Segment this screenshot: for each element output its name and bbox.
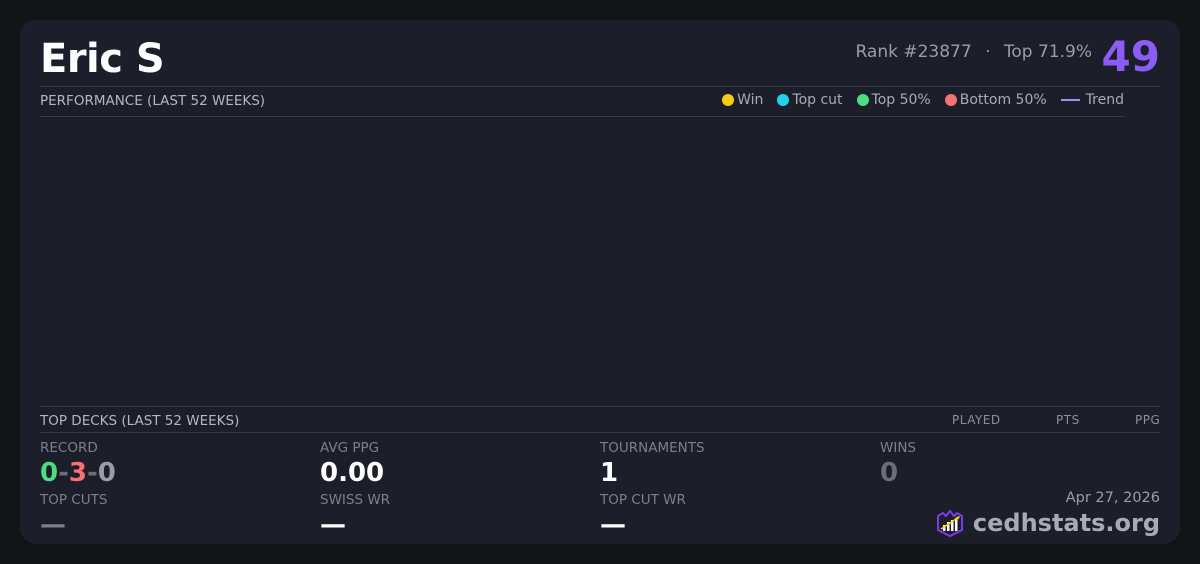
divider bbox=[40, 432, 1160, 433]
record-sep: - bbox=[58, 458, 69, 488]
top-decks-title: TOP DECKS (LAST 52 WEEKS) bbox=[40, 413, 240, 429]
legend-label: Top cut bbox=[792, 92, 843, 108]
top-50-dot-icon bbox=[856, 94, 869, 106]
rank-info: Rank #23877 · Top 71.9% bbox=[855, 42, 1092, 62]
bottom-50-dot-icon bbox=[944, 94, 957, 106]
cedhstats-logo-icon bbox=[936, 509, 963, 538]
divider bbox=[40, 86, 1160, 87]
legend-bottom-50: Bottom 50% bbox=[944, 92, 1047, 108]
swiss-wr-label: SWISS WR bbox=[320, 492, 391, 508]
player-score: 49 bbox=[1101, 32, 1160, 81]
performance-chart-area bbox=[40, 117, 1125, 405]
rank: Rank #23877 bbox=[855, 42, 972, 62]
top-cut-dot-icon bbox=[777, 94, 790, 106]
legend-label: Win bbox=[737, 92, 764, 108]
divider bbox=[40, 116, 1125, 117]
date: Apr 27, 2026 bbox=[1065, 490, 1160, 506]
record-losses: 3 bbox=[68, 458, 87, 488]
legend-label: Top 50% bbox=[871, 92, 931, 108]
top-percent: Top 71.9% bbox=[1003, 42, 1092, 62]
top-cut-wr-label: TOP CUT WR bbox=[600, 492, 686, 508]
separator: · bbox=[985, 42, 991, 62]
player-card: Eric S Rank #23877 · Top 71.9% 49 PERFOR… bbox=[20, 20, 1180, 544]
record-wins: 0 bbox=[40, 458, 59, 488]
tournaments-value: 1 bbox=[600, 458, 619, 488]
swiss-wr-value: — bbox=[320, 510, 346, 540]
top-cuts-value: — bbox=[40, 510, 66, 540]
brand-name: cedhstats.org bbox=[972, 509, 1160, 537]
avg-ppg-label: AVG PPG bbox=[320, 440, 380, 456]
record-draws: 0 bbox=[97, 458, 116, 488]
column-ppg: PPG bbox=[1135, 413, 1161, 427]
wins-value: 0 bbox=[880, 458, 899, 488]
performance-title: PERFORMANCE (LAST 52 WEEKS) bbox=[40, 93, 266, 109]
top-cut-wr-value: — bbox=[600, 510, 626, 540]
top-cuts-label: TOP CUTS bbox=[40, 492, 108, 508]
win-dot-icon bbox=[722, 94, 735, 106]
wins-label: WINS bbox=[880, 440, 916, 456]
player-name: Eric S bbox=[40, 36, 165, 82]
legend-label: Bottom 50% bbox=[959, 92, 1047, 108]
trend-line-icon bbox=[1060, 99, 1080, 101]
record-sep: - bbox=[86, 458, 98, 488]
column-played: PLAYED bbox=[952, 413, 1001, 427]
legend-top-cut: Top cut bbox=[777, 92, 843, 108]
record-label: RECORD bbox=[40, 440, 98, 456]
chart-legend: Win Top cut Top 50% Bottom 50% Trend bbox=[722, 92, 1124, 108]
tournaments-label: TOURNAMENTS bbox=[600, 440, 705, 456]
brand: cedhstats.org bbox=[935, 508, 1160, 538]
record-value: 0-3-0 bbox=[40, 458, 116, 488]
divider bbox=[40, 406, 1160, 407]
legend-win: Win bbox=[722, 92, 763, 108]
legend-trend: Trend bbox=[1060, 92, 1124, 108]
legend-top-50: Top 50% bbox=[856, 92, 931, 108]
legend-label: Trend bbox=[1085, 92, 1124, 108]
column-pts: PTS bbox=[1056, 413, 1080, 427]
avg-ppg-value: 0.00 bbox=[320, 458, 385, 488]
